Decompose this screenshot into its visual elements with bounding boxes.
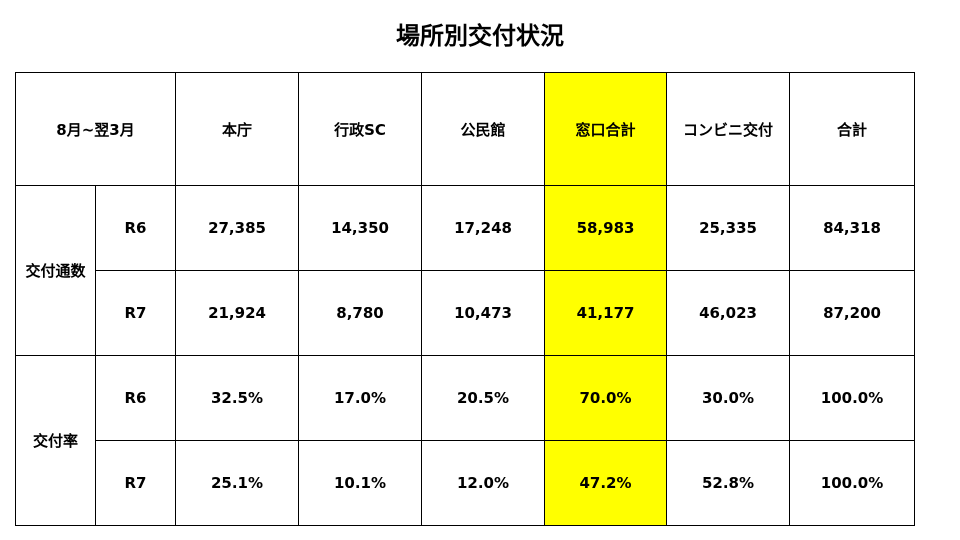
corner-header: 8月~翌3月 [14,72,177,186]
data-cell: 21,924 [175,270,300,356]
group-label: 交付率 [15,355,96,526]
data-cell: 10,473 [421,270,546,356]
data-cell: 20.5% [421,355,546,441]
data-cell: 10.1% [298,440,423,526]
data-cell: 87,200 [789,270,916,356]
data-cell: 32.5% [175,355,300,441]
data-cell: 8,780 [298,270,423,356]
row-label: R7 [94,270,177,356]
table-row: 交付通数 R6 27,385 14,350 17,248 58,983 25,3… [15,185,916,356]
data-cell: 52.8% [666,440,791,526]
table-row: 交付率 R6 32.5% 17.0% 20.5% 70.0% 30.0% 100… [15,355,916,526]
data-cell: 14,350 [298,185,423,271]
data-cell: 100.0% [789,440,916,526]
data-cell-highlighted: 70.0% [544,355,668,441]
column-header: 公民館 [421,72,546,186]
data-cell: 30.0% [666,355,791,441]
data-cell: 25.1% [175,440,300,526]
data-cell: 17,248 [421,185,546,271]
row-label: R7 [94,440,177,526]
data-cell: 84,318 [789,185,916,271]
delivery-status-table: 8月~翌3月 本庁 行政SC 公民館 窓口合計 コンビニ交付 合計 交付通数 R… [14,72,916,526]
column-header: コンビニ交付 [666,72,791,186]
column-header: 合計 [789,72,916,186]
data-cell-highlighted: 41,177 [544,270,668,356]
row-label: R6 [94,355,177,441]
header-row: 8月~翌3月 本庁 行政SC 公民館 窓口合計 コンビニ交付 合計 [14,72,916,186]
table-row: R7 21,924 8,780 10,473 41,177 46,023 87,… [16,270,916,356]
data-cell: 17.0% [298,355,423,441]
data-cell-highlighted: 47.2% [544,440,668,526]
group-label: 交付通数 [15,185,96,356]
row-label: R6 [94,185,177,271]
data-cell: 100.0% [789,355,916,441]
data-cell-highlighted: 58,983 [544,185,668,271]
data-cell: 27,385 [175,185,300,271]
data-cell: 12.0% [421,440,546,526]
data-cell: 46,023 [666,270,791,356]
column-header-highlighted: 窓口合計 [544,72,668,186]
data-cell: 25,335 [666,185,791,271]
column-header: 本庁 [175,72,300,186]
table-row: R7 25.1% 10.1% 12.0% 47.2% 52.8% 100.0% [16,440,916,526]
page-title: 場所別交付状況 [396,22,564,50]
column-header: 行政SC [298,72,423,186]
